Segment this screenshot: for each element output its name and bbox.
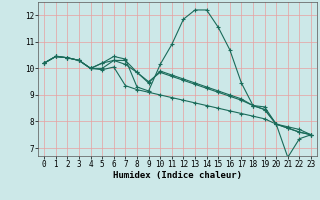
X-axis label: Humidex (Indice chaleur): Humidex (Indice chaleur) [113, 171, 242, 180]
